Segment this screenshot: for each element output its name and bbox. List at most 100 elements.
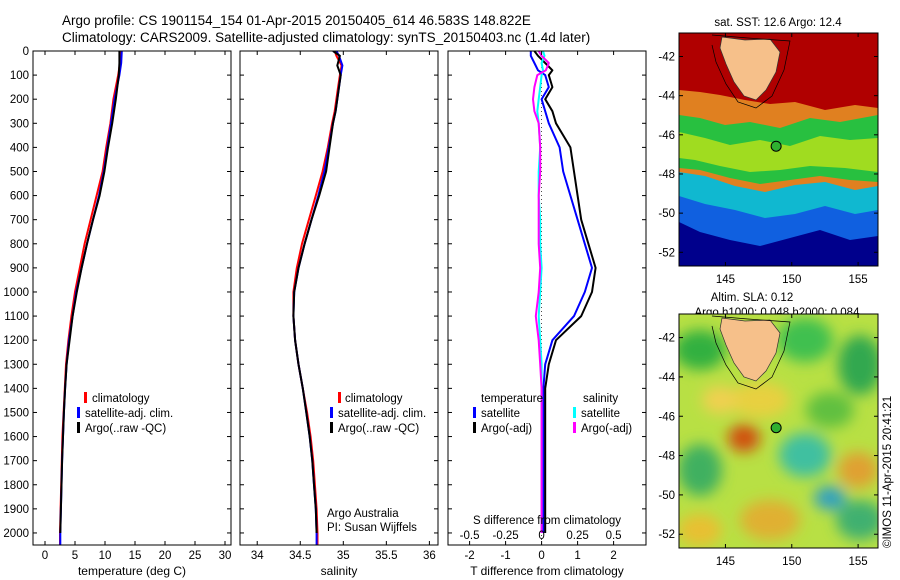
s-tick-label: -0.25 — [492, 530, 518, 542]
x-tick-label: 25 — [189, 550, 202, 562]
depth-tick-label: 700 — [10, 215, 29, 227]
temperature-profiles — [59, 51, 123, 545]
x-tick-label: 1 — [574, 550, 580, 562]
sla-map-axes: 145 150 155 -42 -44 -46 -48 -50 -52 — [658, 314, 878, 568]
map-x-tick-label: 155 — [849, 274, 868, 286]
sst-yellow-green-band — [679, 132, 878, 172]
legend-label-s-argo: Argo(-adj) — [581, 423, 632, 435]
header-line-1: Argo profile: CS 1901154_154 01-Apr-2015… — [62, 13, 531, 28]
depth-tick-label: 2000 — [3, 528, 29, 540]
difference-legend: temperature salinity satellite Argo(-adj… — [473, 393, 632, 435]
s-difference-label: S difference from climatology — [473, 515, 621, 527]
map-y-tick-label: -48 — [658, 451, 675, 463]
depth-tick-label: 800 — [10, 239, 29, 251]
legend-label-argo: Argo(..raw -QC) — [85, 423, 166, 435]
s-tick-label: 0.25 — [566, 530, 588, 542]
difference-profiles — [529, 51, 597, 533]
s-tick-label: -0.5 — [460, 530, 480, 542]
map-y-tick-label: -42 — [658, 51, 675, 63]
depth-tick-label: 500 — [10, 166, 29, 178]
legend-swatch-argo — [77, 422, 80, 433]
map-y-tick-label: -46 — [658, 130, 675, 142]
depth-tick-label: 900 — [10, 263, 29, 275]
legend-title-salinity: salinity — [583, 393, 618, 405]
depth-tick-label: 1600 — [3, 432, 29, 444]
sla-float-marker — [770, 422, 782, 434]
depth-tick-label: 0 — [23, 46, 29, 58]
legend-label-t-argo: Argo(-adj) — [481, 423, 532, 435]
legend-label-satellite: satellite-adj. clim. — [338, 408, 426, 420]
x-tick-label: -1 — [500, 550, 510, 562]
x-tick-label: 15 — [129, 550, 142, 562]
salinity-profiles — [292, 51, 344, 545]
map-y-tick-label: -44 — [658, 91, 675, 103]
depth-tick-label: 1900 — [3, 504, 29, 516]
imos-watermark: ©IMOS 11-Apr-2015 20:41:21 — [882, 396, 894, 548]
legend-title-temperature: temperature — [481, 393, 543, 405]
t-difference-x-label: T difference from climatology — [470, 564, 624, 578]
x-tick-label: -2 — [464, 550, 474, 562]
map-y-tick-label: -46 — [658, 411, 675, 423]
series-line-argo-raw-qc — [59, 51, 121, 534]
sst-cold-region — [679, 222, 878, 266]
temperature-panel: 0 5 10 15 20 25 30 0 100 200 300 400 500 600 700 800 90… — [3, 46, 232, 578]
sst-float-marker — [770, 140, 782, 152]
map-y-tick-label: -50 — [658, 490, 675, 502]
legend-label-climatology: climatology — [345, 393, 403, 405]
legend-swatch-climatology — [84, 392, 87, 403]
temperature-x-axis: 0 5 10 15 20 25 30 — [42, 51, 231, 562]
depth-axis: 0 100 200 300 400 500 600 700 800 900 1000 1100 1200… — [3, 46, 231, 540]
header-line-2: Climatology: CARS2009. Satellite-adjuste… — [62, 30, 590, 45]
map-y-tick-label: -52 — [658, 247, 675, 259]
legend-swatch-satellite — [77, 407, 80, 418]
depth-tick-label: 1800 — [3, 480, 29, 492]
map-x-tick-label: 145 — [716, 274, 735, 286]
sla-map-image — [679, 314, 878, 548]
series-line-t-satellite — [529, 51, 593, 533]
map-x-tick-label: 145 — [716, 556, 735, 568]
depth-tick-label: 1300 — [3, 359, 29, 371]
legend-swatch-s-satellite — [573, 407, 576, 418]
salinity-x-axis: 34 34.5 35 35.5 36 — [251, 51, 436, 562]
sla-contour-line — [711, 315, 791, 390]
series-line-argo-raw-qc — [292, 51, 342, 534]
map-y-tick-label: -44 — [658, 372, 675, 384]
temperature-legend: climatology satellite-adj. clim. Argo(..… — [77, 392, 173, 435]
map-y-tick-label: -48 — [658, 169, 675, 181]
series-line-climatology — [292, 51, 343, 545]
credit-line-2: PI: Susan Wijffels — [327, 522, 417, 534]
map-y-tick-label: -50 — [658, 208, 675, 220]
depth-tick-label: 1400 — [3, 383, 29, 395]
temperature-axes-frame — [32, 50, 232, 546]
depth-tick-label: 1500 — [3, 407, 29, 419]
depth-tick-label: 200 — [10, 94, 29, 106]
depth-tick-label: 1000 — [3, 287, 29, 299]
temperature-x-label: temperature (deg C) — [78, 564, 186, 578]
sla-map-title: Altim. SLA: 0.12 — [711, 292, 793, 304]
depth-tick-label: 1200 — [3, 335, 29, 347]
map-y-tick-label: -52 — [658, 529, 675, 541]
legend-label-climatology: climatology — [92, 393, 150, 405]
salinity-x-label: salinity — [321, 564, 358, 578]
x-tick-label: 0 — [42, 550, 48, 562]
sla-map-panel: Altim. SLA: 0.12 Argo h1000: 0.048 h2000… — [658, 292, 879, 568]
salinity-y-ticks — [240, 50, 438, 534]
x-tick-label: 36 — [423, 550, 436, 562]
salinity-panel: 34 34.5 35 35.5 36 salinity climatology sate… — [239, 50, 439, 578]
x-tick-label: 34.5 — [289, 550, 311, 562]
depth-tick-label: 1100 — [4, 311, 29, 323]
x-tick-label: 0 — [538, 550, 544, 562]
map-y-tick-label: -42 — [658, 333, 675, 345]
legend-label-argo: Argo(..raw -QC) — [338, 423, 419, 435]
difference-y-ticks — [448, 50, 646, 534]
series-line-s-argo-adj — [532, 51, 550, 533]
legend-swatch-s-argo — [573, 422, 576, 433]
salinity-legend: climatology satellite-adj. clim. Argo(..… — [330, 392, 426, 435]
legend-label-t-satellite: satellite — [481, 408, 520, 420]
x-tick-label: 5 — [72, 550, 78, 562]
sst-map-panel: sat. SST: 12.6 Argo: 12.4 145 150 155 -42 -4… — [658, 17, 879, 286]
series-line-satellite-adj-clim — [292, 51, 344, 545]
x-tick-label: 10 — [99, 550, 112, 562]
map-x-tick-label: 150 — [782, 556, 801, 568]
